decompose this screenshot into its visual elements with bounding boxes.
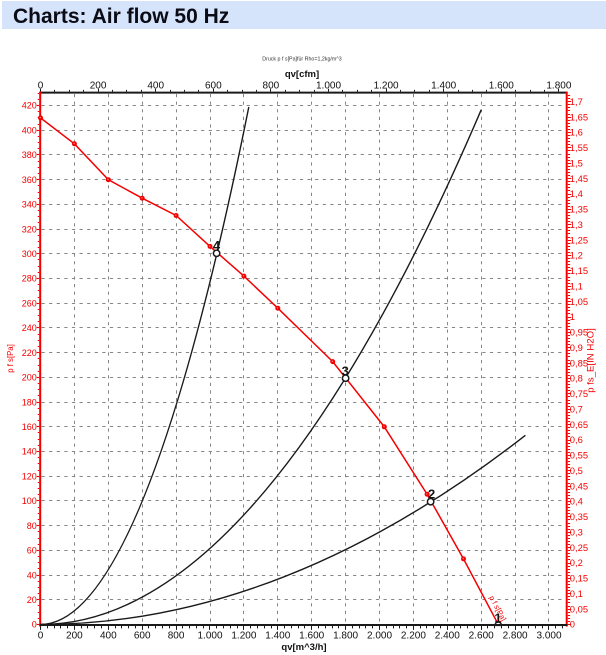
svg-text:80: 80 xyxy=(27,521,37,531)
svg-text:2.800: 2.800 xyxy=(503,631,528,642)
svg-text:0,3: 0,3 xyxy=(570,527,583,538)
svg-text:40: 40 xyxy=(27,570,37,580)
svg-text:280: 280 xyxy=(22,274,37,284)
svg-text:0,45: 0,45 xyxy=(570,480,588,491)
svg-text:0,95: 0,95 xyxy=(570,327,588,338)
svg-text:200: 200 xyxy=(22,373,37,383)
svg-text:1,2: 1,2 xyxy=(570,250,583,261)
svg-text:400: 400 xyxy=(100,631,117,642)
svg-text:1: 1 xyxy=(494,611,501,626)
svg-text:0,2: 0,2 xyxy=(570,557,583,568)
svg-text:2: 2 xyxy=(428,487,435,502)
svg-text:1.200: 1.200 xyxy=(231,631,256,642)
svg-text:0,1: 0,1 xyxy=(570,588,583,599)
svg-text:340: 340 xyxy=(22,200,37,210)
svg-text:0,35: 0,35 xyxy=(570,511,588,522)
svg-text:360: 360 xyxy=(22,175,37,185)
svg-text:1.200: 1.200 xyxy=(374,81,399,92)
svg-text:200: 200 xyxy=(90,81,107,92)
svg-text:0,8: 0,8 xyxy=(570,373,583,384)
svg-text:260: 260 xyxy=(22,298,37,308)
svg-text:320: 320 xyxy=(22,224,37,234)
svg-text:qv[m^3/h]: qv[m^3/h] xyxy=(281,642,326,653)
svg-text:0,5: 0,5 xyxy=(570,465,583,476)
svg-text:0,7: 0,7 xyxy=(570,404,583,415)
svg-text:120: 120 xyxy=(22,471,37,481)
svg-text:0,05: 0,05 xyxy=(570,603,588,614)
svg-text:1,5: 1,5 xyxy=(570,158,583,169)
svg-text:0,25: 0,25 xyxy=(570,542,588,553)
svg-text:2.600: 2.600 xyxy=(469,631,494,642)
svg-text:600: 600 xyxy=(134,631,151,642)
svg-text:1.400: 1.400 xyxy=(431,81,456,92)
svg-text:0,15: 0,15 xyxy=(570,573,588,584)
svg-text:2.000: 2.000 xyxy=(367,631,392,642)
svg-text:0: 0 xyxy=(32,620,37,630)
svg-text:380: 380 xyxy=(22,150,37,160)
svg-text:800: 800 xyxy=(263,81,280,92)
svg-text:1.400: 1.400 xyxy=(265,631,290,642)
svg-text:1,45: 1,45 xyxy=(570,173,588,184)
svg-text:0: 0 xyxy=(38,81,44,92)
svg-text:Charts: Air flow 50 Hz: Charts: Air flow 50 Hz xyxy=(13,5,229,28)
svg-text:1,05: 1,05 xyxy=(570,296,588,307)
svg-text:800: 800 xyxy=(168,631,185,642)
svg-text:1,7: 1,7 xyxy=(570,96,583,107)
svg-text:220: 220 xyxy=(22,348,37,358)
svg-text:1.600: 1.600 xyxy=(489,81,514,92)
svg-text:0,75: 0,75 xyxy=(570,388,588,399)
svg-text:400: 400 xyxy=(147,81,164,92)
svg-text:1.600: 1.600 xyxy=(299,631,324,642)
svg-text:60: 60 xyxy=(27,546,37,556)
svg-text:1,25: 1,25 xyxy=(570,234,588,245)
svg-text:0,6: 0,6 xyxy=(570,434,583,445)
svg-text:100: 100 xyxy=(22,496,37,506)
svg-text:1,6: 1,6 xyxy=(570,127,583,138)
svg-text:0,85: 0,85 xyxy=(570,357,588,368)
svg-text:0: 0 xyxy=(570,619,575,630)
svg-text:0,55: 0,55 xyxy=(570,450,588,461)
svg-text:1,4: 1,4 xyxy=(570,188,583,199)
svg-text:0: 0 xyxy=(38,631,44,642)
svg-text:0,65: 0,65 xyxy=(570,419,588,430)
svg-text:1,3: 1,3 xyxy=(570,219,583,230)
svg-text:20: 20 xyxy=(27,595,37,605)
svg-text:4: 4 xyxy=(213,238,221,253)
svg-text:0,4: 0,4 xyxy=(570,496,583,507)
svg-text:1,35: 1,35 xyxy=(570,204,588,215)
svg-text:1: 1 xyxy=(570,311,575,322)
svg-text:3: 3 xyxy=(342,364,349,379)
svg-text:400: 400 xyxy=(22,125,37,135)
svg-text:1.800: 1.800 xyxy=(546,81,571,92)
svg-text:Druck p f s[Pa]für Rho=1,2kg/m: Druck p f s[Pa]für Rho=1,2kg/m^3 xyxy=(262,57,342,63)
svg-text:3.000: 3.000 xyxy=(536,631,561,642)
svg-text:1.000: 1.000 xyxy=(316,81,341,92)
svg-text:qv[cfm]: qv[cfm] xyxy=(285,69,319,80)
svg-text:240: 240 xyxy=(22,323,37,333)
svg-text:140: 140 xyxy=(22,447,37,457)
svg-text:180: 180 xyxy=(22,397,37,407)
svg-text:600: 600 xyxy=(205,81,222,92)
svg-text:1,65: 1,65 xyxy=(570,111,588,122)
svg-text:1,55: 1,55 xyxy=(570,142,588,153)
svg-text:1.000: 1.000 xyxy=(197,631,222,642)
svg-text:2.200: 2.200 xyxy=(401,631,426,642)
svg-text:1,1: 1,1 xyxy=(570,281,583,292)
svg-text:300: 300 xyxy=(22,249,37,259)
svg-text:160: 160 xyxy=(22,422,37,432)
svg-text:p fs_E[IN H2O]: p fs_E[IN H2O] xyxy=(585,328,596,393)
svg-text:1,15: 1,15 xyxy=(570,265,588,276)
svg-text:p f s[Pa]: p f s[Pa] xyxy=(6,344,15,373)
svg-text:2.400: 2.400 xyxy=(435,631,460,642)
svg-text:0,9: 0,9 xyxy=(570,342,583,353)
svg-text:1.800: 1.800 xyxy=(333,631,358,642)
svg-text:200: 200 xyxy=(66,631,83,642)
svg-text:420: 420 xyxy=(22,101,37,111)
